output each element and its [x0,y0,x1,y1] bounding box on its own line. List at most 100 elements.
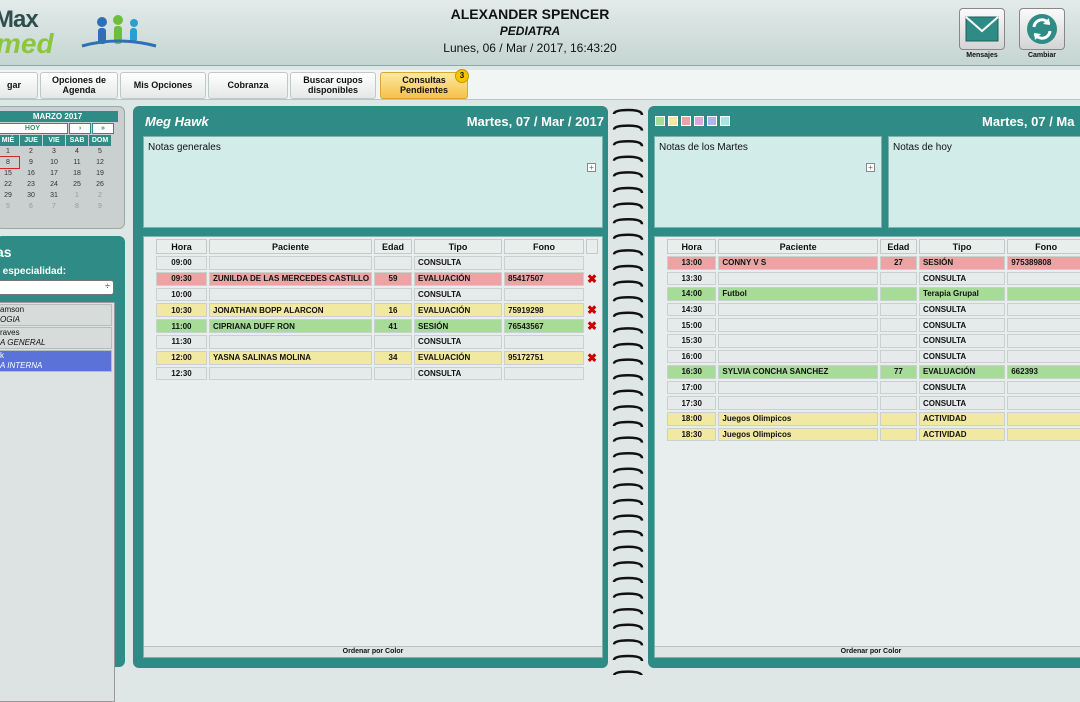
delete-icon[interactable]: ✖ [586,303,598,318]
specialist-specialty: A INTERNA [0,361,43,370]
tab-opciones-agenda[interactable]: Opciones de Agenda [40,72,118,99]
calendar-day[interactable]: 2 [29,148,33,155]
today-notes-label: Notas de hoy [893,142,952,153]
calendar-day[interactable]: 9 [29,159,33,166]
cell-fono [1007,287,1080,301]
calendar-day[interactable]: 2 [98,192,102,199]
calendar-day[interactable]: 22 [4,181,12,188]
spiral-ring [612,295,644,303]
change-button[interactable] [1019,8,1065,50]
messages-button[interactable] [959,8,1005,50]
appointment-row[interactable]: 12:30 CONSULTA [156,366,598,381]
appointment-row[interactable]: 13:30 CONSULTA [667,271,1080,286]
tab-mis-opciones[interactable]: Mis Opciones [120,72,206,99]
appointment-row[interactable]: 15:30 CONSULTA [667,333,1080,348]
calendar-day[interactable]: 1 [75,192,79,199]
calendar-day[interactable]: 3 [52,148,56,155]
calendar-day[interactable]: 23 [27,181,35,188]
color-filter-swatch[interactable] [694,116,704,126]
appointment-row[interactable]: 11:30 CONSULTA [156,335,598,349]
calendar-next-button[interactable]: › [69,123,91,134]
specialist-item-selected[interactable]: k A INTERNA [0,350,112,372]
tab-buscar-cupos[interactable]: Buscar cupos disponibles [290,72,376,99]
delete-icon[interactable]: ✖ [586,319,598,334]
calendar-day[interactable]: 4 [75,148,79,155]
specialty-select[interactable]: ÷ [0,280,114,295]
order-by-color-button[interactable]: Ordenar por Color [655,646,1080,657]
general-notes[interactable]: Notas generales + [143,136,603,228]
weekday-notes[interactable]: Notas de los Martes + [654,136,882,228]
appointment-row[interactable]: 14:30 CONSULTA [667,302,1080,317]
calendar-day[interactable]: 18 [73,170,81,177]
appointment-row[interactable]: 10:00 CONSULTA [156,287,598,302]
delete-icon[interactable]: ✖ [586,271,598,286]
tab-consultas-pendientes[interactable]: Consultas Pendientes [380,72,468,99]
color-filter-swatch[interactable] [668,116,678,126]
order-by-color-button[interactable]: Ordenar por Color [144,646,602,657]
delete-icon[interactable] [586,335,598,349]
expand-icon[interactable]: + [866,163,875,172]
cell-hora: 17:00 [667,380,717,395]
appointment-row[interactable]: 10:30 JONATHAN BOPP ALARCON 16 EVALUACIÓN 75… [156,303,598,318]
cell-fono [504,256,584,270]
today-notes[interactable]: Notas de hoy [888,136,1080,228]
calendar-day[interactable]: 30 [27,192,35,199]
cell-tipo: CONSULTA [918,396,1006,410]
color-filter-swatch[interactable] [720,116,730,126]
calendar-last-button[interactable]: » [92,123,114,134]
calendar-day[interactable]: 11 [73,159,81,166]
appointment-row[interactable]: 16:00 CONSULTA [667,349,1080,364]
tab-cobranza[interactable]: Cobranza [208,72,288,99]
cell-edad: 34 [374,350,412,365]
calendar-day[interactable]: 29 [4,192,12,199]
color-filter-swatch[interactable] [655,116,665,126]
delete-icon[interactable] [586,367,598,381]
spiral-ring [612,186,644,194]
calendar-day[interactable]: 5 [98,148,102,155]
appointment-row[interactable]: 18:30 Juegos Olimpicos ACTIVIDAD [667,427,1080,442]
calendar-day[interactable]: 9 [98,203,102,210]
calendar-day[interactable]: 31 [50,192,58,199]
calendar-day[interactable]: 17 [50,170,58,177]
appointment-row[interactable]: 13:00 CONNY V S 27 SESIÓN 975389808 [667,256,1080,270]
tab-agendar[interactable]: gar [0,72,38,99]
delete-icon[interactable]: ✖ [586,350,598,365]
appointment-row[interactable]: 16:30 SYLVIA CONCHA SANCHEZ 77 EVALUACIÓN 66… [667,365,1080,379]
calendar-day[interactable]: 12 [96,159,104,166]
specialist-item[interactable]: amson OGIA [0,304,112,326]
calendar-day[interactable]: 7 [52,203,56,210]
calendar-day[interactable]: 19 [96,170,104,177]
calendar-day[interactable]: 24 [50,181,58,188]
cell-hora: 16:00 [667,349,717,364]
calendar-day[interactable]: 6 [29,203,33,210]
calendar-today-button[interactable]: HOY [0,123,68,134]
calendar-day[interactable]: 8 [0,156,20,169]
appointment-row[interactable]: 18:00 Juegos Olimpicos ACTIVIDAD [667,411,1080,426]
delete-icon[interactable] [586,256,598,270]
logo-text-top: Max [0,6,39,33]
calendar-day[interactable]: 16 [27,170,35,177]
calendar-day[interactable]: 10 [50,159,58,166]
cell-tipo: CONSULTA [918,333,1006,348]
delete-icon[interactable] [586,288,598,302]
calendar-day[interactable]: 8 [75,203,79,210]
specialist-item[interactable]: raves A GENERAL [0,327,112,349]
appointment-row[interactable]: 12:00 YASNA SALINAS MOLINA 34 EVALUACIÓN 951… [156,350,598,365]
appointment-row[interactable]: 17:00 CONSULTA [667,380,1080,395]
expand-icon[interactable]: + [587,163,596,172]
appointment-row[interactable]: 14:00 Futbol Terapia Grupal [667,287,1080,301]
appointment-row[interactable]: 11:00 CIPRIANA DUFF RON 41 SESIÓN 76543567 ✖ [156,319,598,334]
calendar-day[interactable]: 26 [96,181,104,188]
color-filter-swatch[interactable] [681,116,691,126]
calendar-day[interactable]: 1 [6,148,10,155]
specialists-list: amson OGIA raves A GENERAL k A INTERNA [0,302,115,702]
calendar-day[interactable]: 15 [4,170,12,177]
calendar-day[interactable]: 5 [6,203,10,210]
appointment-row[interactable]: 09:00 CONSULTA [156,256,598,270]
color-filter-swatch[interactable] [707,116,717,126]
calendar-day[interactable]: 25 [73,181,81,188]
cell-fono [1007,302,1080,317]
appointment-row[interactable]: 17:30 CONSULTA [667,396,1080,410]
appointment-row[interactable]: 15:00 CONSULTA [667,318,1080,332]
